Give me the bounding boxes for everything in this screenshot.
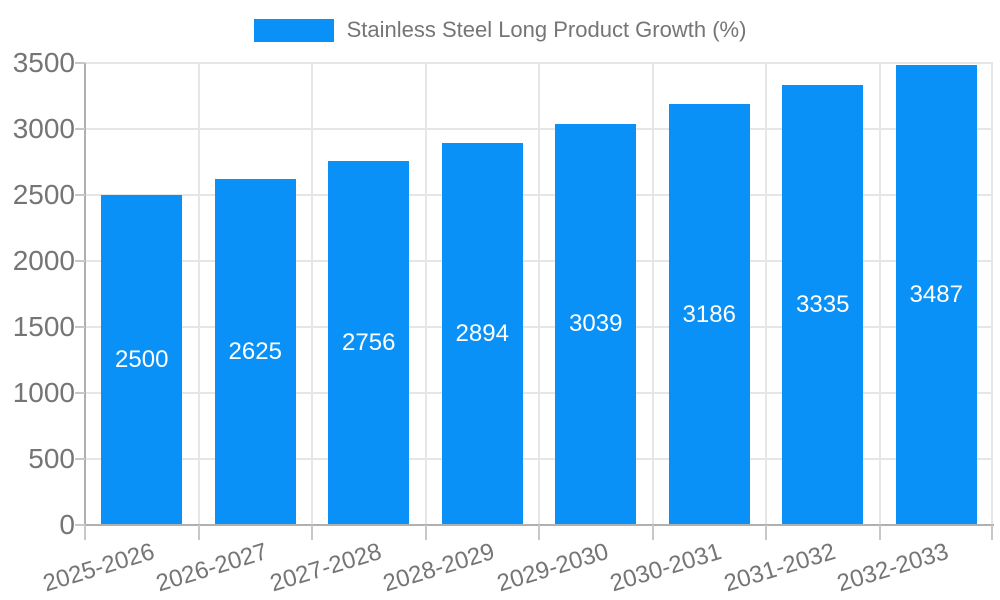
gridline [197,63,200,525]
bar[interactable]: 3487 [895,64,977,525]
y-tick [75,194,85,196]
bar-value-label: 2894 [455,320,509,347]
x-axis-label: 2032-2033 [834,538,953,598]
x-tick [84,525,86,540]
y-axis-label: 3500 [12,47,75,78]
x-axis-label: 2029-2030 [493,538,612,598]
bar[interactable]: 3335 [782,84,864,525]
bar-value-label: 3039 [569,310,623,338]
legend-label: Stainless Steel Long Product Growth (%) [346,17,747,42]
gridline [651,63,654,525]
bar[interactable]: 2756 [328,161,410,525]
y-tick [75,260,85,262]
y-tick [75,458,85,460]
legend: Stainless Steel Long Product Growth (%) [0,17,1000,43]
x-tick [424,525,427,540]
gridline [424,63,427,525]
legend-swatch [253,18,334,42]
x-axis-label: 2028-2029 [380,538,499,598]
x-axis-label: 2030-2031 [607,538,726,598]
y-tick [75,326,85,328]
x-axis-label: 2026-2027 [153,538,272,598]
y-axis-label: 3000 [12,113,75,144]
bar[interactable]: 3186 [668,104,750,525]
plot-area: 2500 2625 2756 2894 3039 3186 3335 3487 [84,62,994,526]
x-tick [538,525,540,540]
bar-value-label: 2625 [228,337,282,365]
gridline [991,63,993,525]
gridline [765,63,767,525]
y-tick [75,62,85,64]
y-axis-line [84,63,86,525]
y-axis-label: 0 [59,509,75,540]
y-axis-label: 500 [28,443,75,474]
x-tick [991,525,993,540]
gridline [538,63,540,525]
x-axis-label: 2025-2026 [39,538,158,598]
x-tick [311,525,313,540]
y-tick [75,524,85,526]
x-tick [197,525,200,540]
bar[interactable]: 2500 [101,195,183,525]
y-axis-label: 1500 [12,311,75,342]
y-tick [75,128,85,130]
x-axis-label: 2027-2028 [266,538,385,598]
x-tick [878,525,881,540]
gridline [878,63,881,525]
bar[interactable]: 2625 [214,178,296,525]
x-axis-label: 2031-2032 [720,538,839,598]
bar-value-label: 2756 [342,329,396,357]
bar[interactable]: 3039 [555,123,637,525]
bar-value-label: 3487 [909,280,963,308]
bar-value-label: 3335 [796,290,850,318]
gridline [311,63,313,525]
x-tick [651,525,654,540]
bar-value-label: 2500 [115,346,169,373]
y-axis-label: 2500 [12,179,75,210]
bar[interactable]: 2894 [441,143,523,525]
y-axis-label: 1000 [12,377,75,408]
y-tick [75,392,85,394]
bar-value-label: 3186 [682,300,736,328]
x-tick [765,525,767,540]
y-axis-label: 2000 [12,245,75,276]
